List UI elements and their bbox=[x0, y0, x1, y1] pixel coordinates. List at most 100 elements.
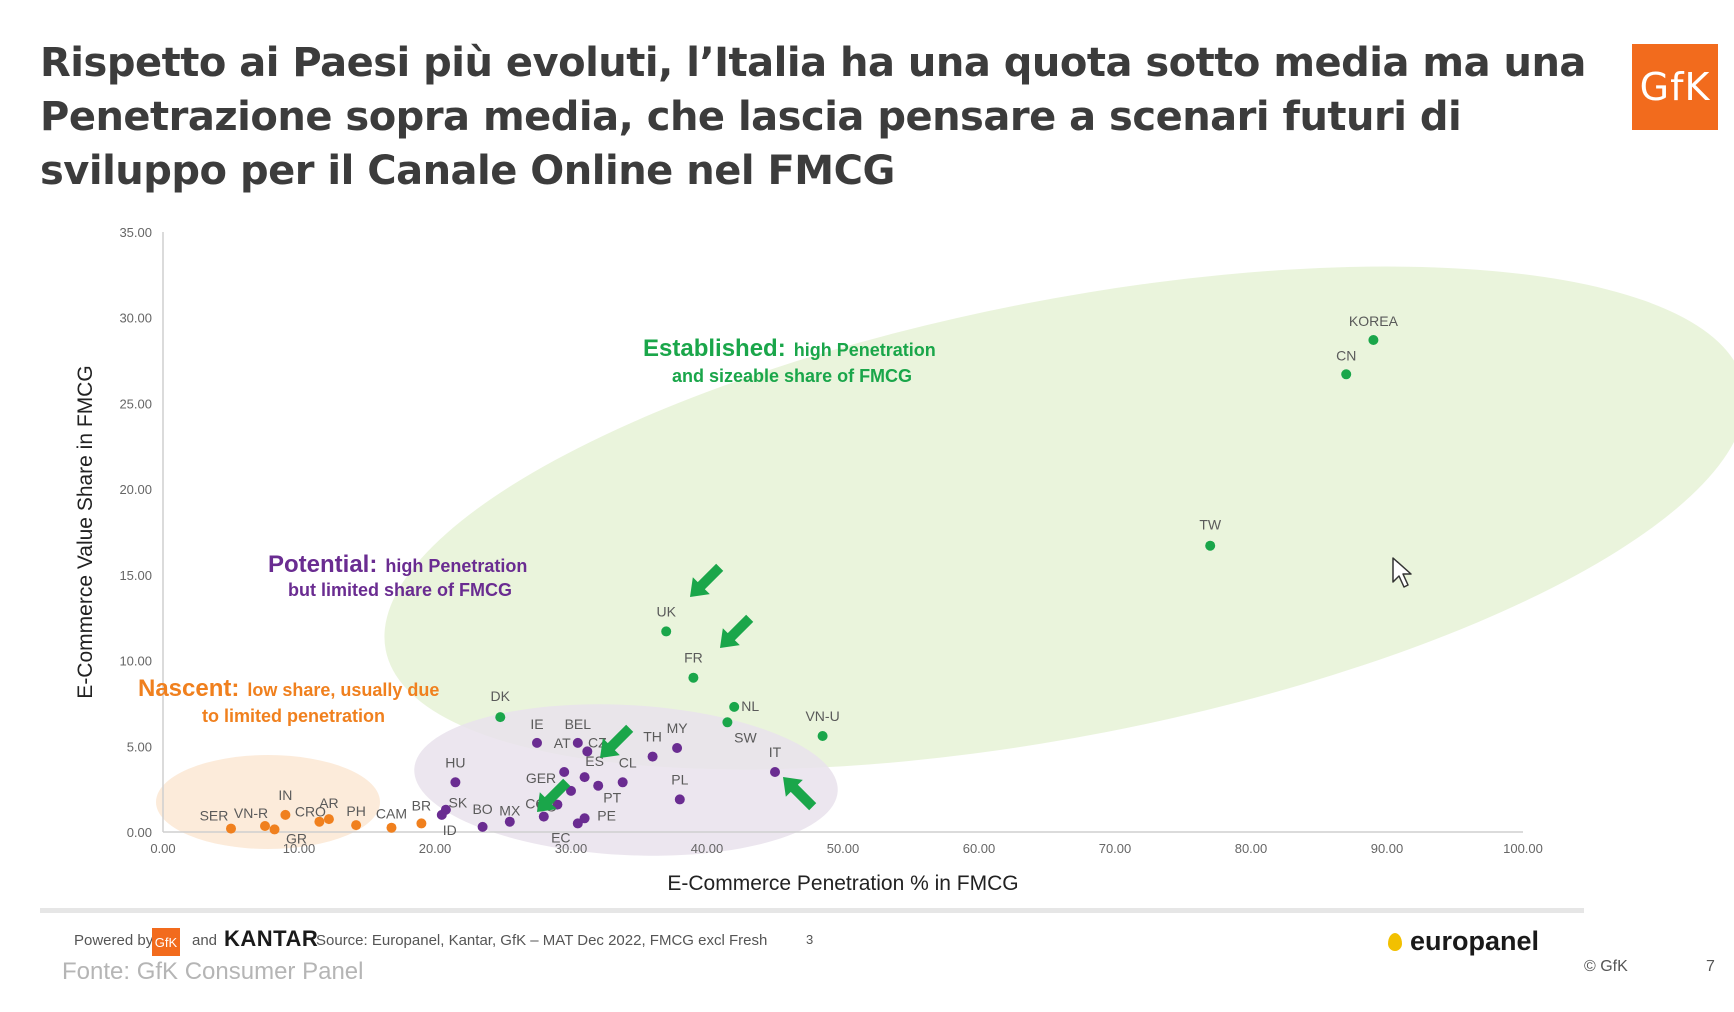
point-nl bbox=[729, 701, 740, 712]
group-desc2-potential: but limited share of FMCG bbox=[288, 580, 512, 600]
point-ar bbox=[323, 814, 334, 825]
chart-axes: 0.00 10.00 20.00 30.00 40.00 50.00 60.00 70.00 8… bbox=[74, 225, 1543, 895]
group-label-nascent: Nascent: low share, usually due bbox=[138, 675, 439, 702]
point-label-ger: GER bbox=[526, 770, 556, 786]
x-tick-label: 0.00 bbox=[150, 841, 175, 856]
point-label-in: IN bbox=[278, 787, 292, 803]
source-caption: Fonte: GfK Consumer Panel bbox=[62, 958, 364, 985]
x-tick-label: 10.00 bbox=[283, 841, 316, 856]
footer-divider bbox=[40, 908, 1584, 913]
point-label-gr: GR bbox=[286, 830, 307, 846]
x-axis-label: E-Commerce Penetration % in FMCG bbox=[667, 872, 1018, 895]
y-tick-label: 10.00 bbox=[119, 654, 152, 669]
point-label-dk: DK bbox=[491, 688, 511, 704]
point-label-ec: EC bbox=[551, 829, 570, 845]
point-fr bbox=[688, 672, 699, 683]
point-bg bbox=[552, 799, 563, 810]
x-tick-label: 30.00 bbox=[555, 841, 588, 856]
point-label-cro: CRO bbox=[295, 804, 326, 820]
point-pl bbox=[674, 794, 685, 805]
point-label-fr: FR bbox=[684, 650, 703, 666]
point-ie bbox=[532, 737, 542, 748]
point-label-it: IT bbox=[769, 744, 782, 760]
x-tick-label: 50.00 bbox=[827, 841, 860, 856]
point-label-vn-u: VN-U bbox=[805, 708, 839, 724]
point-cz bbox=[582, 746, 593, 757]
point-label-id: ID bbox=[443, 822, 457, 838]
point-label-hu: HU bbox=[445, 754, 465, 770]
point-label-at: AT bbox=[554, 735, 571, 751]
point-cn bbox=[1341, 369, 1352, 380]
point-label-korea: KOREA bbox=[1349, 313, 1399, 329]
and-text: and bbox=[192, 932, 218, 949]
gfk-mini-logo: GfK bbox=[152, 928, 180, 956]
point-label-pe: PE bbox=[597, 807, 616, 823]
group-desc2-established: and sizeable share of FMCG bbox=[672, 366, 912, 386]
group-label-potential: Potential: high Penetration bbox=[268, 551, 527, 578]
point-cl bbox=[617, 777, 628, 788]
point-dk bbox=[495, 712, 506, 723]
point-vn-r bbox=[260, 821, 270, 831]
point-sw bbox=[722, 717, 733, 728]
point-th bbox=[647, 751, 658, 762]
point-label-pt: PT bbox=[603, 790, 621, 806]
group-label-established: Established: high Penetration bbox=[643, 335, 936, 362]
point-mx bbox=[504, 816, 515, 827]
point-label-bo: BO bbox=[472, 801, 492, 817]
point-hu bbox=[450, 777, 461, 788]
arrow-to-ger bbox=[537, 778, 571, 812]
point-label-mx: MX bbox=[499, 803, 521, 819]
arrow-to-it bbox=[783, 777, 817, 811]
y-tick-label: 20.00 bbox=[119, 482, 152, 497]
gfk-logo: GfK bbox=[1632, 44, 1718, 130]
group-desc2-nascent: to limited penetration bbox=[202, 706, 385, 726]
source-note: Source: Europanel, Kantar, GfK – MAT Dec… bbox=[316, 932, 768, 949]
point-pe bbox=[579, 813, 590, 824]
group-desc-established: high Penetration bbox=[794, 340, 936, 360]
point-at bbox=[559, 767, 570, 777]
point-label-ie: IE bbox=[530, 716, 543, 732]
point-my bbox=[672, 743, 683, 753]
point-id bbox=[436, 809, 447, 820]
mouse-cursor-icon bbox=[1392, 557, 1412, 588]
scatter-chart: 0.00 10.00 20.00 30.00 40.00 50.00 60.00 70.00 8… bbox=[74, 225, 1734, 895]
group-heading-established: Established: bbox=[643, 335, 786, 362]
y-tick-label: 5.00 bbox=[127, 739, 152, 754]
europanel-drop-icon bbox=[1388, 932, 1402, 951]
group-heading-potential: Potential: bbox=[268, 551, 377, 578]
point-label-ar: AR bbox=[319, 795, 338, 811]
y-tick-label: 30.00 bbox=[119, 311, 152, 326]
point-co bbox=[538, 811, 549, 822]
point-es bbox=[579, 772, 590, 783]
point-label-vn-r: VN-R bbox=[234, 805, 268, 821]
point-label-ph: PH bbox=[346, 803, 365, 819]
group-desc-nascent: low share, usually due bbox=[247, 680, 439, 700]
point-ser bbox=[226, 823, 236, 834]
powered-by-text: Powered by bbox=[74, 932, 154, 949]
x-tick-label: 90.00 bbox=[1371, 841, 1404, 856]
y-tick-label: 0.00 bbox=[127, 825, 152, 840]
page-title: Rispetto ai Paesi più evoluti, l’Italia … bbox=[40, 40, 1586, 194]
region-nascent bbox=[156, 755, 380, 849]
inner-page-number: 3 bbox=[806, 932, 814, 947]
group-labels: Established: high Penetration and sizeable… bbox=[138, 335, 936, 726]
point-ph bbox=[351, 820, 362, 831]
point-label-cn: CN bbox=[1336, 347, 1356, 363]
y-axis-label: E-Commerce Value Share in FMCG bbox=[74, 365, 97, 698]
y-tick-label: 15.00 bbox=[119, 568, 152, 583]
point-ger bbox=[566, 785, 576, 796]
point-br bbox=[416, 818, 427, 829]
point-bo bbox=[477, 821, 488, 832]
x-tick-label: 20.00 bbox=[419, 841, 452, 856]
group-desc-potential: high Penetration bbox=[385, 556, 527, 576]
point-label-ser: SER bbox=[200, 808, 229, 824]
point-in bbox=[280, 809, 291, 820]
point-label-my: MY bbox=[667, 720, 689, 736]
group-heading-nascent: Nascent: bbox=[138, 675, 239, 702]
copyright: © GfK bbox=[1584, 958, 1628, 975]
europanel-wordmark: europanel bbox=[1410, 926, 1540, 956]
arrow-to-es bbox=[600, 724, 634, 758]
point-label-pl: PL bbox=[671, 771, 688, 787]
point-gr bbox=[269, 824, 280, 835]
